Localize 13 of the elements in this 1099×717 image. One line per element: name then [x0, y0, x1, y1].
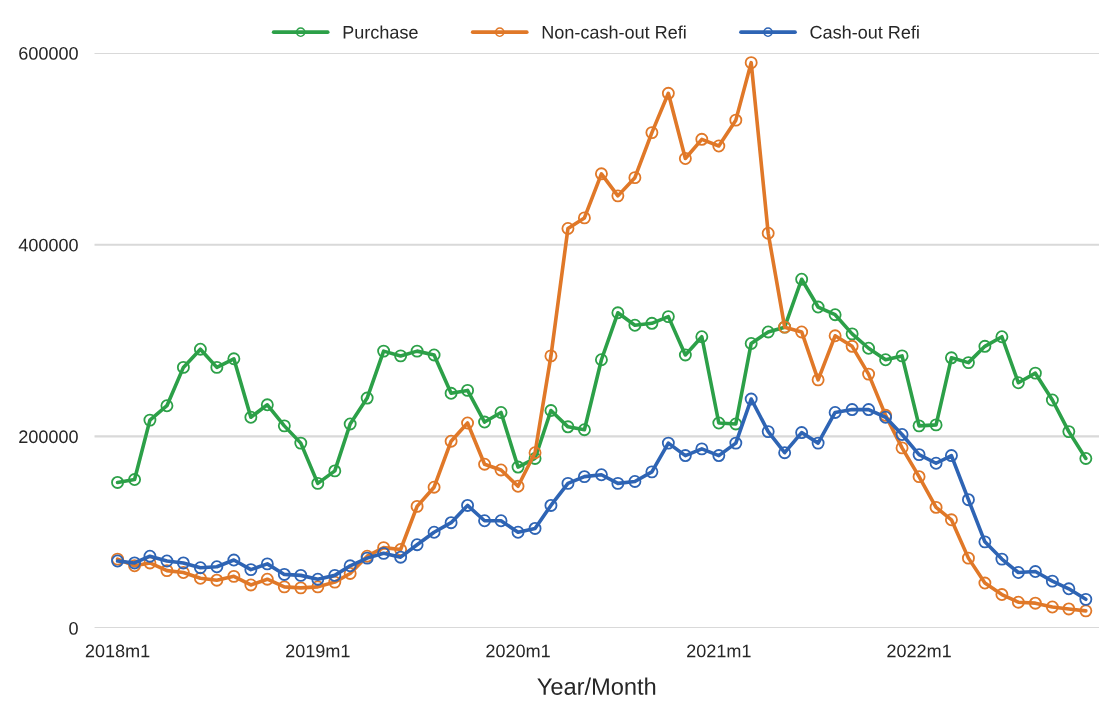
- x-tick-label: 2021m1: [687, 644, 751, 658]
- x-tick-label: 2020m1: [486, 644, 550, 658]
- x-axis-title: Year/Month: [537, 677, 656, 695]
- y-tick-label: 400000: [18, 238, 78, 252]
- legend-label: Cash-out Refi: [810, 25, 919, 39]
- y-tick-label: 200000: [19, 430, 78, 444]
- legend-label: Non-cash-out Refi: [542, 25, 686, 39]
- legend-label: Purchase: [343, 25, 418, 39]
- x-tick-label: 2019m1: [286, 644, 350, 658]
- y-tick-label: 600000: [19, 46, 78, 60]
- y-tick-label: 0: [69, 622, 78, 635]
- x-tick-label: 2022m1: [887, 644, 951, 658]
- x-tick-label: 2018m1: [85, 644, 150, 658]
